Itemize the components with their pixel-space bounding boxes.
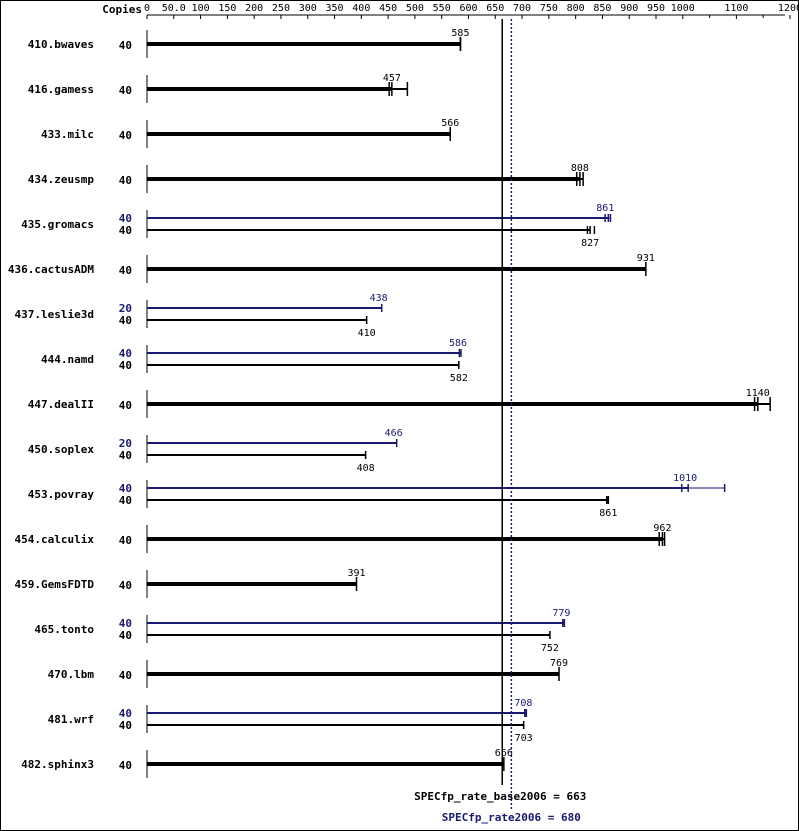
base-copies-value: 40	[119, 719, 132, 732]
x-tick-label: 50.0	[162, 3, 186, 14]
benchmark-label: 482.sphinx3	[21, 758, 94, 771]
peak-value-label: 861	[596, 203, 614, 214]
peak-value-label: 466	[385, 428, 403, 439]
base-value-label: 410	[358, 328, 376, 339]
copies-value: 40	[119, 84, 132, 97]
benchmark-label: 444.namd	[41, 353, 94, 366]
peak-value-label: 779	[552, 608, 570, 619]
x-tick-label: 600	[459, 3, 477, 14]
base-value-label: 1140	[746, 388, 770, 399]
base-copies-value: 40	[119, 314, 132, 327]
benchmark-label: 481.wrf	[48, 713, 94, 726]
benchmark-label: 465.tonto	[34, 623, 94, 636]
x-tick-label: 1100	[724, 3, 748, 14]
x-tick-label: 400	[352, 3, 370, 14]
copies-value: 40	[119, 264, 132, 277]
base-value-label: 666	[495, 748, 513, 759]
benchmark-label: 447.dealII	[28, 398, 94, 411]
peak-value-label: 1010	[673, 473, 697, 484]
benchmark-label: 410.bwaves	[28, 38, 94, 51]
x-tick-label: 250	[272, 3, 290, 14]
copies-value: 40	[119, 669, 132, 682]
x-tick-label: 450	[379, 3, 397, 14]
x-tick-label: 900	[620, 3, 638, 14]
benchmark-label: 433.milc	[41, 128, 94, 141]
x-tick-label: 1000	[671, 3, 695, 14]
copies-header: Copies	[102, 3, 142, 16]
base-value-label: 808	[571, 163, 589, 174]
bars: 410.bwaves 40 585 416.gamess 40 457 433.milc 40…	[8, 28, 771, 778]
x-tick-label: 100	[192, 3, 210, 14]
x-tick-label: 300	[299, 3, 317, 14]
base-value-label: 585	[451, 28, 469, 39]
benchmark-label: 437.leslie3d	[15, 308, 94, 321]
copies-value: 40	[119, 579, 132, 592]
base-copies-value: 40	[119, 359, 132, 372]
x-tick-label: 150	[218, 3, 236, 14]
benchmark-label: 434.zeusmp	[28, 173, 95, 186]
benchmark-label: 454.calculix	[15, 533, 95, 546]
base-value-label: 457	[383, 73, 401, 84]
base-value-label: 566	[441, 118, 459, 129]
base-value-label: 962	[653, 523, 671, 534]
copies-value: 40	[119, 129, 132, 142]
peak-copies-value: 40	[119, 212, 132, 225]
peak-value-label: 438	[370, 293, 388, 304]
benchmark-label: 416.gamess	[28, 83, 94, 96]
benchmark-label: 436.cactusADM	[8, 263, 94, 276]
base-copies-value: 40	[119, 449, 132, 462]
base-value-label: 391	[347, 568, 365, 579]
peak-copies-value: 40	[119, 347, 132, 360]
base-copies-value: 40	[119, 629, 132, 642]
copies-value: 40	[119, 534, 132, 547]
x-tick-label: 950	[647, 3, 665, 14]
base-summary-label: SPECfp_rate_base2006 = 663	[414, 790, 586, 803]
peak-copies-value: 40	[119, 707, 132, 720]
peak-copies-value: 40	[119, 617, 132, 630]
peak-summary-label: SPECfp_rate2006 = 680	[442, 811, 581, 824]
x-tick-label: 800	[567, 3, 585, 14]
copies-value: 40	[119, 39, 132, 52]
copies-value: 40	[119, 174, 132, 187]
peak-copies-value: 40	[119, 482, 132, 495]
x-tick-label: 1200	[778, 3, 799, 14]
benchmark-label: 453.povray	[28, 488, 95, 501]
x-tick-label: 850	[593, 3, 611, 14]
x-tick-label: 650	[486, 3, 504, 14]
base-value-label: 931	[637, 253, 655, 264]
benchmark-label: 459.GemsFDTD	[15, 578, 95, 591]
base-copies-value: 40	[119, 224, 132, 237]
x-tick-label: 350	[325, 3, 343, 14]
copies-value: 40	[119, 399, 132, 412]
x-tick-label: 0	[144, 3, 150, 14]
x-tick-label: 500	[406, 3, 424, 14]
x-tick-label: 200	[245, 3, 263, 14]
base-value-label: 827	[581, 238, 599, 249]
peak-copies-value: 20	[119, 302, 132, 315]
base-value-label: 582	[450, 373, 468, 384]
base-value-label: 752	[541, 643, 559, 654]
x-axis: 0 50.0 100 150 200 250 300 350 400 450 500 550 600 65…	[144, 3, 799, 19]
benchmark-label: 450.soplex	[28, 443, 95, 456]
base-value-label: 861	[599, 508, 617, 519]
base-value-label: 408	[357, 463, 375, 474]
base-value-label: 769	[550, 658, 568, 669]
peak-copies-value: 20	[119, 437, 132, 450]
x-tick-label: 700	[513, 3, 531, 14]
peak-value-label: 586	[449, 338, 467, 349]
peak-value-label: 708	[514, 698, 532, 709]
x-tick-label: 750	[540, 3, 558, 14]
benchmark-label: 470.lbm	[48, 668, 95, 681]
x-tick-label: 550	[433, 3, 451, 14]
base-value-label: 703	[515, 733, 533, 744]
benchmark-label: 435.gromacs	[21, 218, 94, 231]
copies-value: 40	[119, 759, 132, 772]
summary: SPECfp_rate_base2006 = 663 SPECfp_rate200…	[414, 19, 586, 824]
base-copies-value: 40	[119, 494, 132, 507]
